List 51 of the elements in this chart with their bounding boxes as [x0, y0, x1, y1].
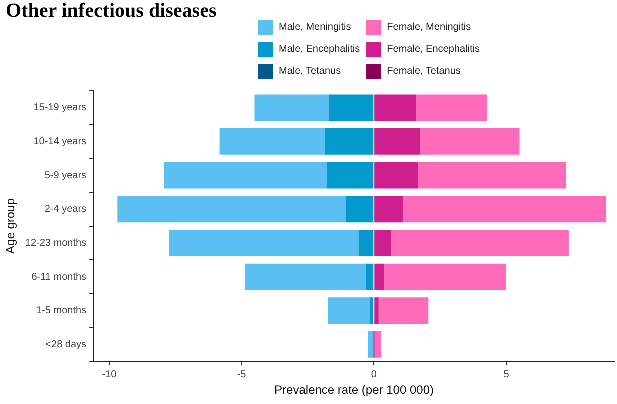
- y-tick-label: <28 days: [46, 339, 87, 350]
- bar: [244, 264, 366, 290]
- bar: [374, 264, 384, 290]
- bar: [374, 162, 419, 189]
- bar: [358, 230, 374, 256]
- bar: [420, 128, 520, 155]
- y-tick-label: 12-23 months: [25, 238, 87, 249]
- bar: [402, 196, 607, 223]
- y-tick-label: 5-9 years: [44, 170, 87, 182]
- bar: [391, 230, 569, 256]
- legend-label: Male, Tetanus: [279, 66, 342, 76]
- chart-title: Other infectious diseases: [6, 0, 217, 23]
- bar: [366, 264, 374, 290]
- bar: [118, 196, 346, 223]
- legend-label: Male, Encephalitis: [279, 44, 360, 54]
- x-axis-title: Prevalence rate (per 100 000): [274, 383, 434, 398]
- bar: [384, 264, 506, 290]
- x-tick-label: -5: [237, 369, 247, 380]
- bar: [368, 331, 374, 358]
- bar: [328, 94, 374, 122]
- y-tick-label: 2-4 years: [44, 204, 87, 216]
- legend-label: Male, Meningitis: [279, 22, 352, 32]
- bar: [374, 94, 416, 122]
- bar: [416, 94, 488, 122]
- bar: [324, 128, 374, 155]
- y-tick-label: 1-5 months: [36, 306, 87, 317]
- bar: [418, 162, 566, 189]
- bar: [374, 298, 379, 324]
- bar: [328, 298, 370, 324]
- x-tick-label: 0: [371, 369, 378, 380]
- bar: [374, 196, 403, 223]
- bar: [169, 230, 359, 256]
- bar: [378, 298, 429, 324]
- legend-label: Female, Encephalitis: [387, 44, 480, 54]
- bar: [370, 298, 374, 324]
- bar: [164, 162, 328, 189]
- bar: [374, 331, 382, 358]
- x-tick-label: -10: [102, 369, 118, 380]
- bar: [374, 230, 392, 256]
- bar: [327, 162, 374, 189]
- y-axis-title: Age group: [4, 198, 18, 254]
- y-tick-label: 10-14 years: [34, 136, 87, 148]
- bar: [220, 128, 325, 155]
- legend-label: Female, Meningitis: [387, 22, 472, 32]
- bar: [374, 128, 421, 155]
- bar: [346, 196, 374, 223]
- bar: [254, 94, 329, 122]
- y-tick-label: 6-11 months: [32, 272, 87, 283]
- x-tick-label: 5: [504, 369, 510, 380]
- legend-label: Female, Tetanus: [387, 66, 461, 76]
- y-tick-label: 15-19 years: [34, 102, 87, 114]
